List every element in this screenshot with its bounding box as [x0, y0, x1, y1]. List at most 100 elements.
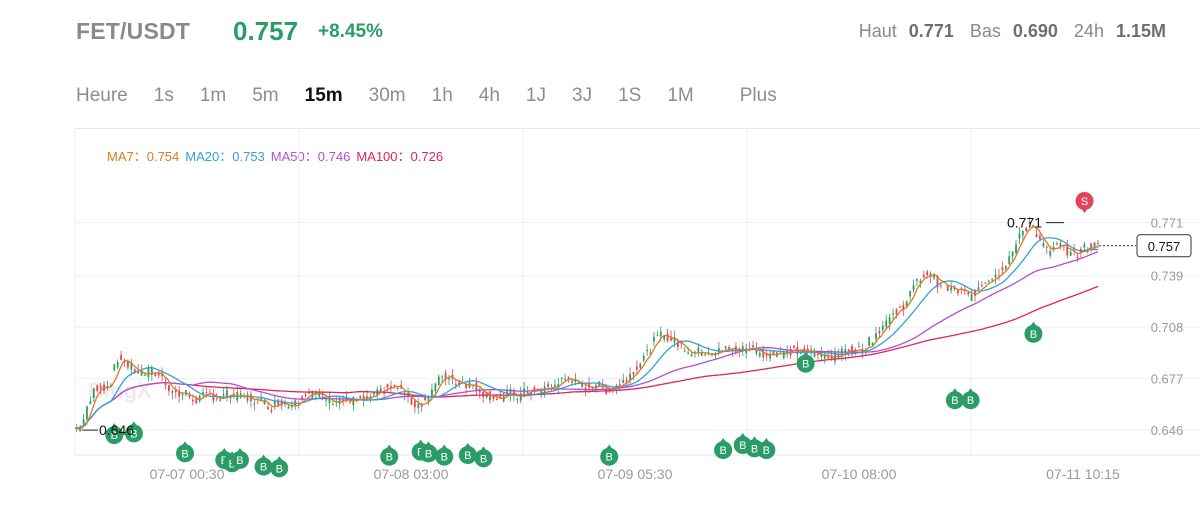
- buy-signal-marker[interactable]: B: [945, 388, 964, 410]
- buy-signal-marker[interactable]: B: [270, 456, 289, 478]
- candle-body: [140, 370, 143, 376]
- ma7-value: 0.754: [146, 149, 180, 164]
- buy-signal-marker[interactable]: B: [254, 454, 273, 476]
- tab-3j[interactable]: 3J: [572, 85, 593, 106]
- sell-signal-marker[interactable]: S: [1075, 191, 1094, 213]
- candle-body: [157, 372, 160, 376]
- tab-30m[interactable]: 30m: [368, 85, 406, 106]
- candle-body: [663, 335, 666, 340]
- svg-text:B: B: [1030, 329, 1037, 341]
- candle-body: [741, 346, 744, 351]
- tab-5m[interactable]: 5m: [252, 85, 279, 106]
- tab-heure[interactable]: Heure: [76, 85, 128, 106]
- candle-body: [618, 384, 621, 388]
- buy-signal-marker[interactable]: B: [419, 441, 438, 463]
- high-label: Haut: [858, 21, 897, 41]
- buy-signal-marker[interactable]: B: [175, 441, 194, 463]
- candle-body: [1015, 244, 1017, 254]
- candle-body: [755, 348, 758, 354]
- tab-1m[interactable]: 1m: [199, 85, 227, 106]
- candle-body: [974, 289, 976, 296]
- buy-signal-marker[interactable]: B: [600, 444, 619, 466]
- svg-text:B: B: [739, 440, 746, 452]
- candle-body: [902, 305, 905, 311]
- candle-body: [386, 384, 389, 388]
- pair-symbol[interactable]: FET/USDT: [76, 18, 191, 44]
- current-price-box[interactable]: [1136, 234, 1192, 258]
- candle-body: [977, 287, 980, 290]
- ma-legend: MA7：0.754 MA20：0.753 MA50：0.746 MA100：0.…: [107, 146, 443, 165]
- candle-body: [372, 392, 375, 395]
- buy-signal-marker[interactable]: B: [380, 444, 399, 466]
- buy-signal-marker[interactable]: B: [714, 438, 733, 460]
- candle-body: [632, 372, 635, 375]
- candle-body: [267, 407, 269, 410]
- tab-1s[interactable]: 1s: [153, 85, 174, 106]
- candle-body: [379, 388, 382, 392]
- buy-signal-marker[interactable]: B: [105, 423, 124, 445]
- candle-body: [820, 353, 823, 357]
- candle-body: [489, 391, 491, 401]
- candle-body: [465, 384, 467, 388]
- candle-body: [680, 342, 683, 344]
- candle-body: [646, 349, 649, 352]
- more-button[interactable]: Plus: [739, 85, 777, 106]
- x-tick-label: 07-07 00:30: [150, 466, 225, 482]
- candle-body: [120, 354, 123, 361]
- candle-body: [342, 399, 345, 402]
- candle-body: [847, 349, 850, 352]
- buy-signal-marker[interactable]: B: [458, 443, 477, 464]
- tab-1s-week[interactable]: 1S: [618, 85, 642, 106]
- buy-signal-marker[interactable]: B: [1024, 321, 1043, 343]
- tab-1m-month[interactable]: 1M: [667, 85, 694, 106]
- buy-signal-marker[interactable]: B: [230, 447, 249, 469]
- candle-body: [431, 389, 433, 397]
- candle-body: [164, 383, 167, 386]
- candle-body: [1008, 256, 1011, 264]
- candle-body: [827, 354, 830, 359]
- candle-body: [1025, 227, 1028, 232]
- buy-signal-marker[interactable]: B: [474, 446, 493, 468]
- candle-body: [895, 309, 898, 315]
- tab-1j[interactable]: 1J: [525, 85, 546, 106]
- header-divider: [74, 128, 1200, 129]
- tab-15m[interactable]: 15m: [304, 85, 343, 106]
- candle-body: [96, 385, 99, 391]
- candle-body: [967, 292, 970, 295]
- candle-body: [1039, 235, 1041, 240]
- candle-body: [181, 394, 184, 396]
- svg-text:B: B: [751, 443, 758, 455]
- candle-body: [410, 398, 413, 405]
- candle-body: [1045, 246, 1048, 248]
- candle-body: [916, 278, 918, 281]
- buy-signal-marker[interactable]: B: [796, 351, 815, 373]
- buy-signal-marker[interactable]: B: [435, 444, 454, 466]
- candle-body: [127, 361, 129, 368]
- candle-body: [724, 346, 727, 349]
- candle-body: [246, 394, 249, 401]
- y-tick-label: 0.646: [1151, 423, 1184, 438]
- candle-body: [683, 350, 686, 352]
- candle-body: [222, 394, 225, 396]
- candle-body: [557, 384, 560, 389]
- ma100-line: [74, 285, 1099, 430]
- svg-text:B: B: [130, 428, 137, 440]
- ma20-label: MA20：: [185, 149, 233, 164]
- candle-body: [495, 398, 498, 401]
- ma7-line: [74, 225, 1099, 430]
- buy-signal-marker[interactable]: B: [757, 438, 776, 460]
- candle-body: [875, 333, 877, 339]
- ma20-value: 0.753: [232, 149, 265, 164]
- candle-body: [185, 390, 187, 395]
- tab-4h[interactable]: 4h: [478, 85, 500, 106]
- tab-1h[interactable]: 1h: [431, 85, 453, 106]
- candle-body: [697, 347, 700, 352]
- candle-body: [704, 354, 707, 356]
- buy-signal-marker[interactable]: B: [961, 388, 980, 410]
- candle-body: [1090, 243, 1093, 250]
- buy-signal-marker[interactable]: B: [124, 421, 143, 443]
- candle-body: [950, 287, 953, 291]
- svg-text:B: B: [441, 452, 448, 464]
- candle-body: [858, 346, 860, 348]
